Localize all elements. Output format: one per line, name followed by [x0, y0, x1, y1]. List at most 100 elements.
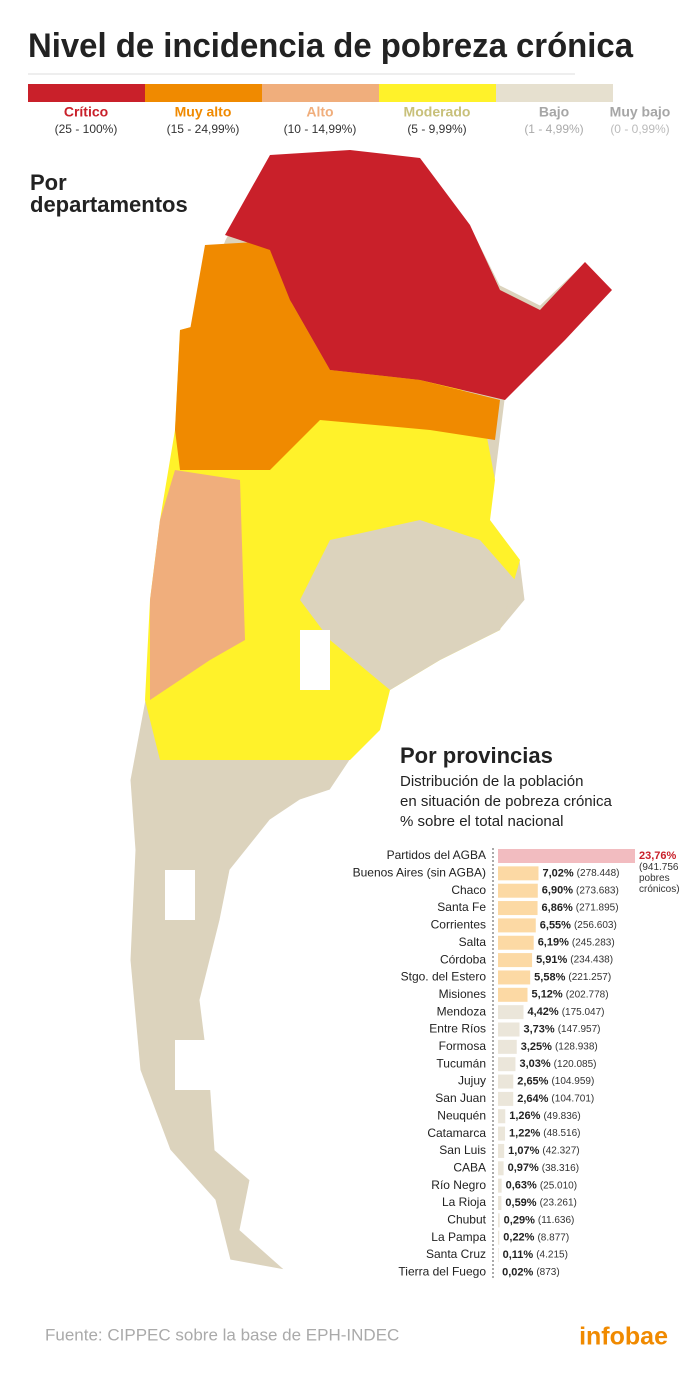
bar	[498, 953, 533, 968]
count-label: (202.778)	[566, 989, 609, 1000]
count-label: (234.438)	[570, 955, 613, 966]
bar	[498, 1022, 520, 1037]
value-label: 0,11%	[503, 1249, 534, 1261]
count-label: (48.516)	[543, 1128, 580, 1139]
category-label: Tierra del Fuego	[398, 1265, 486, 1279]
category-label: Río Negro	[431, 1178, 486, 1192]
category-label: Neuquén	[437, 1108, 486, 1122]
bar	[498, 987, 528, 1002]
value-label: 1,07%	[508, 1145, 539, 1157]
bar	[498, 1143, 505, 1158]
legend-range: (15 - 24,99%)	[167, 122, 240, 136]
category-label: Salta	[459, 935, 487, 949]
legend-range: (1 - 4,99%)	[524, 122, 583, 136]
bar	[498, 883, 538, 898]
value-label: 6,19%	[538, 937, 569, 949]
bar	[498, 935, 534, 950]
bar	[498, 1126, 506, 1141]
category-label: CABA	[453, 1160, 486, 1174]
count-label: (49.836)	[543, 1111, 580, 1122]
bar	[498, 1213, 500, 1228]
title: Nivel de incidencia de pobreza crónica	[28, 27, 634, 65]
legend-label: Muy alto	[175, 104, 232, 120]
map-title: Por	[30, 170, 67, 195]
count-label: (42.327)	[542, 1146, 579, 1157]
value-label: 6,90%	[542, 885, 573, 897]
bar	[498, 1074, 514, 1089]
map	[129, 149, 613, 1271]
category-label: Entre Ríos	[429, 1022, 486, 1036]
legend-label: Alto	[306, 104, 333, 120]
bar	[498, 1005, 524, 1020]
category-label: Mendoza	[437, 1004, 487, 1018]
legend-range: (10 - 14,99%)	[284, 122, 357, 136]
value-label: 7,02%	[542, 867, 573, 879]
count-label: (104.959)	[551, 1076, 594, 1087]
legend-label: Moderado	[404, 104, 471, 120]
legend-swatch	[613, 84, 693, 102]
bar	[498, 1057, 516, 1072]
value-label: 5,58%	[534, 971, 565, 983]
count-label: (38.316)	[542, 1163, 579, 1174]
category-label: San Juan	[435, 1091, 486, 1105]
legend-swatch	[496, 84, 613, 102]
bar	[498, 918, 536, 933]
bar	[498, 1248, 499, 1263]
category-label: Chubut	[447, 1213, 486, 1227]
count-label: (175.047)	[562, 1007, 605, 1018]
map-title: departamentos	[30, 192, 188, 217]
legend-label: Bajo	[539, 104, 569, 120]
category-label: San Luis	[439, 1143, 486, 1157]
count-label: (273.683)	[576, 885, 619, 896]
value-label: 0,59%	[505, 1197, 536, 1209]
count-label: (271.895)	[576, 903, 619, 914]
count-label: (120.085)	[554, 1059, 597, 1070]
source: Fuente: CIPPEC sobre la base de EPH-INDE…	[45, 1325, 399, 1344]
value-label: 0,63%	[506, 1180, 537, 1192]
count-label-box: (941.756 pobres crónicos)	[639, 862, 680, 895]
value-label: 3,25%	[521, 1041, 552, 1053]
count-label: (147.957)	[558, 1024, 601, 1035]
count-label: (221.257)	[568, 972, 611, 983]
count-label: (941.756 pobres crónicos)	[639, 862, 680, 895]
category-label: Jujuy	[458, 1074, 486, 1088]
value-label: 5,91%	[536, 954, 567, 966]
bar	[498, 1178, 502, 1193]
category-label: Formosa	[439, 1039, 487, 1053]
count-label: (245.283)	[572, 937, 615, 948]
count-label: (256.603)	[574, 920, 617, 931]
legend-swatch	[145, 84, 262, 102]
category-label: Buenos Aires (sin AGBA)	[353, 866, 486, 880]
value-label: 3,73%	[524, 1023, 555, 1035]
bar	[498, 1109, 506, 1124]
legend-label: Crítico	[64, 104, 108, 120]
legend-swatch	[28, 84, 145, 102]
category-label: Misiones	[439, 987, 486, 1001]
count-label: (278.448)	[577, 868, 620, 879]
value-label: 2,65%	[517, 1075, 548, 1087]
bar	[498, 866, 539, 881]
count-label: (25.010)	[540, 1180, 577, 1191]
category-label: La Pampa	[431, 1230, 486, 1244]
value-label: 1,22%	[509, 1128, 540, 1140]
category-label: Córdoba	[440, 952, 486, 966]
value-label: 6,86%	[542, 902, 573, 914]
count-label: (8.877)	[537, 1232, 569, 1243]
bar	[498, 901, 538, 916]
value-label: 3,03%	[519, 1058, 550, 1070]
count-label: (23.261)	[540, 1198, 577, 1209]
value-label: 0,29%	[504, 1214, 535, 1226]
count-label: (104.701)	[551, 1094, 594, 1105]
value-label: 0,22%	[503, 1232, 534, 1244]
legend-range: (25 - 100%)	[55, 122, 118, 136]
bar	[498, 1039, 517, 1054]
legend-swatch	[262, 84, 379, 102]
value-label: 2,64%	[517, 1093, 548, 1105]
count-label: (11.636)	[538, 1215, 575, 1226]
legend-label: Muy bajo	[610, 104, 671, 120]
value-label: 1,26%	[509, 1110, 540, 1122]
legend-range: (0 - 0,99%)	[610, 122, 669, 136]
count-label: (4.215)	[536, 1250, 568, 1261]
chart-subtitle: Distribución de la población	[400, 773, 583, 790]
